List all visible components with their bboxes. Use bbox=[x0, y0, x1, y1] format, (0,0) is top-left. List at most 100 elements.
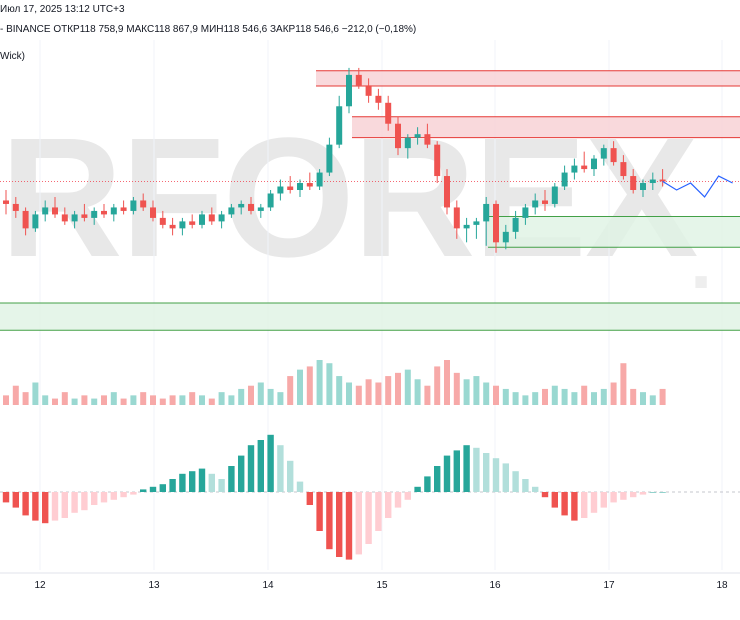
candle-body bbox=[169, 224, 176, 229]
volume-bar bbox=[640, 392, 646, 405]
x-tick-label: 12 bbox=[34, 580, 46, 591]
volume-bar bbox=[238, 388, 245, 405]
momentum-bar bbox=[247, 445, 255, 492]
candle-body bbox=[3, 200, 9, 204]
header-high-label: МАКС bbox=[126, 24, 155, 35]
momentum-bar bbox=[238, 455, 245, 492]
volume-bar bbox=[208, 398, 215, 405]
momentum-bar bbox=[189, 471, 196, 492]
candle-body bbox=[365, 85, 372, 96]
volume-bar bbox=[493, 385, 499, 405]
momentum-bar bbox=[179, 473, 186, 492]
candle-body bbox=[120, 207, 127, 211]
header-exchange: - BINANCE bbox=[0, 24, 51, 35]
volume-bar bbox=[248, 385, 254, 405]
volume-bar bbox=[551, 385, 558, 405]
volume-bar bbox=[120, 398, 127, 405]
momentum-bar bbox=[649, 492, 656, 493]
volume-bar bbox=[267, 388, 274, 405]
momentum-bar bbox=[277, 445, 284, 492]
candle-body bbox=[659, 179, 666, 182]
candle-body bbox=[306, 183, 313, 187]
candle-body bbox=[483, 203, 490, 222]
candle-body bbox=[228, 207, 235, 215]
header-change: −212,0 (−0,18%) bbox=[341, 24, 417, 35]
volume-bar bbox=[434, 366, 441, 405]
volume-bar bbox=[355, 385, 362, 405]
momentum-bar bbox=[169, 479, 176, 492]
momentum-bar bbox=[228, 466, 235, 492]
header-open-label: ОТКР bbox=[53, 24, 80, 35]
volume-bar bbox=[218, 392, 225, 405]
momentum-bar bbox=[600, 492, 607, 508]
volume-bar bbox=[463, 379, 470, 405]
momentum-bar bbox=[287, 460, 294, 492]
volume-bar bbox=[81, 395, 88, 405]
volume-bar bbox=[365, 379, 372, 405]
volume-bar bbox=[316, 360, 323, 405]
volume-bar bbox=[502, 388, 509, 405]
volume-bar bbox=[346, 382, 352, 405]
candle-body bbox=[346, 74, 352, 107]
candle-body bbox=[610, 148, 617, 163]
volume-bar bbox=[257, 382, 264, 405]
volume-bar bbox=[287, 376, 294, 405]
momentum-bar bbox=[2, 492, 10, 503]
volume-bar bbox=[110, 392, 117, 405]
momentum-bar bbox=[140, 489, 147, 492]
candle-body bbox=[463, 224, 470, 229]
volume-bar bbox=[306, 366, 313, 405]
candle-body bbox=[61, 214, 68, 222]
header-high-value: 118 867,9 bbox=[154, 24, 198, 35]
momentum-bar bbox=[91, 492, 98, 505]
x-tick-label: 17 bbox=[603, 580, 615, 591]
volume-bar bbox=[444, 360, 450, 405]
indicator-label: Wick) bbox=[0, 51, 25, 62]
momentum-bar bbox=[100, 492, 108, 503]
candle-body bbox=[522, 207, 529, 218]
candle-body bbox=[571, 165, 578, 173]
momentum-bar bbox=[385, 492, 392, 518]
momentum-bar bbox=[463, 445, 470, 492]
candle-body bbox=[52, 207, 58, 215]
header-ohlc: - BINANCE ОТКР118 758,9 МАКС118 867,9 МИ… bbox=[0, 24, 416, 35]
volume-bar bbox=[12, 385, 19, 405]
volume-bar bbox=[42, 395, 49, 405]
momentum-bar bbox=[296, 481, 304, 492]
momentum-bar bbox=[659, 492, 666, 493]
volume-bar bbox=[150, 395, 156, 405]
candle-body bbox=[22, 210, 29, 229]
volume-bar bbox=[140, 392, 147, 405]
candle-body bbox=[150, 207, 156, 218]
momentum-bar bbox=[22, 492, 29, 516]
momentum-bar bbox=[32, 492, 39, 521]
candle-body bbox=[620, 162, 627, 177]
volume-bar bbox=[169, 395, 176, 405]
x-tick-label: 18 bbox=[716, 580, 728, 591]
header-low-label: МИН bbox=[200, 24, 224, 35]
momentum-bar bbox=[336, 492, 343, 557]
volume-bar bbox=[610, 382, 617, 405]
volume-bar bbox=[336, 376, 343, 405]
candle-body bbox=[257, 207, 264, 211]
momentum-bar bbox=[590, 492, 598, 513]
momentum-bar bbox=[149, 486, 157, 492]
volume-bar bbox=[532, 392, 539, 405]
candle-body bbox=[179, 221, 186, 229]
momentum-bar bbox=[532, 486, 539, 492]
candle-body bbox=[159, 217, 166, 225]
candle-body bbox=[355, 74, 362, 86]
momentum-bar bbox=[51, 492, 59, 521]
momentum-bar bbox=[630, 492, 637, 498]
volume-bar bbox=[189, 392, 196, 405]
momentum-bar bbox=[541, 492, 549, 498]
momentum-bar bbox=[12, 492, 19, 508]
volume-bar bbox=[512, 392, 519, 405]
candle-body bbox=[297, 183, 303, 190]
x-tick-label: 16 bbox=[489, 580, 501, 591]
candle-body bbox=[316, 172, 323, 187]
volume-bar bbox=[228, 395, 235, 405]
candle-body bbox=[434, 144, 441, 177]
candle-body bbox=[326, 144, 333, 173]
